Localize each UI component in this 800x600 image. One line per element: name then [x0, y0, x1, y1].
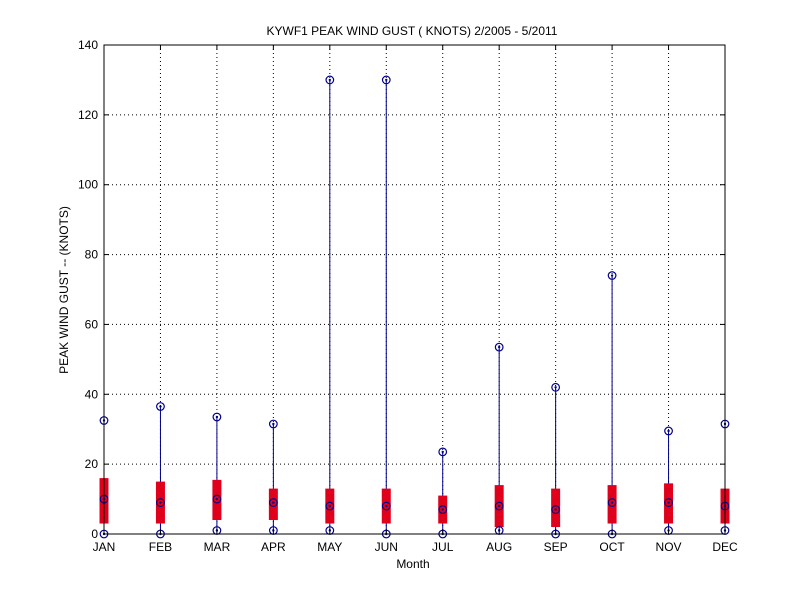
box-jun: [381, 75, 391, 539]
max-marker-dot: [497, 345, 501, 349]
iqr-box: [607, 485, 617, 524]
iqr-box: [551, 488, 561, 528]
max-marker: [325, 75, 335, 85]
median-marker: [325, 501, 335, 511]
median-marker-dot: [610, 501, 614, 504]
iqr-box: [268, 488, 278, 521]
box-feb: [155, 402, 165, 539]
median-marker: [212, 494, 222, 504]
y-tick-label: 140: [78, 38, 98, 52]
box-sep: [551, 382, 561, 539]
median-marker: [381, 501, 391, 511]
median-marker-dot: [667, 501, 670, 504]
median-marker-dot: [328, 504, 332, 508]
y-tick-label: 60: [85, 317, 99, 331]
max-marker-dot: [667, 429, 670, 433]
median-marker-dot: [385, 504, 388, 508]
x-tick-label: AUG: [486, 540, 512, 554]
max-marker: [494, 342, 504, 352]
median-marker-dot: [554, 508, 557, 511]
box-nov: [664, 426, 674, 535]
box-marks: [99, 75, 730, 539]
plot-frame: [103, 44, 726, 535]
median-marker-dot: [497, 504, 501, 508]
x-tick-label: FEB: [149, 540, 172, 554]
y-axis-label: PEAK WIND GUST -- (KNOTS): [57, 206, 71, 374]
median-marker-dot: [272, 501, 275, 504]
median-marker: [438, 505, 448, 514]
max-marker-dot: [610, 274, 614, 277]
median-marker: [607, 498, 617, 507]
max-marker-dot: [272, 422, 275, 426]
median-marker: [156, 498, 165, 507]
box-mar: [212, 412, 222, 535]
median-marker: [551, 505, 561, 514]
median-marker-dot: [215, 497, 219, 501]
x-tick-label: SEP: [544, 540, 568, 554]
median-marker-dot: [159, 501, 162, 504]
box-jul: [438, 447, 448, 539]
max-marker: [381, 75, 391, 85]
x-tick-label: OCT: [599, 540, 625, 554]
grid: [104, 45, 725, 534]
chart-title: KYWF1 PEAK WIND GUST ( KNOTS) 2/2005 - 5…: [267, 24, 558, 38]
max-marker: [607, 271, 617, 280]
max-marker: [438, 447, 448, 457]
x-tick-label: NOV: [656, 540, 682, 554]
max-marker: [551, 382, 561, 392]
y-tick-label: 20: [85, 457, 99, 471]
x-tick-label: JUL: [432, 540, 454, 554]
median-marker: [664, 498, 673, 507]
y-tick-label: 40: [85, 387, 99, 401]
box-may: [325, 75, 335, 535]
y-tick-label: 120: [78, 108, 98, 122]
max-marker: [212, 412, 222, 422]
box-aug: [494, 342, 504, 535]
max-marker: [664, 426, 673, 436]
max-marker: [156, 402, 165, 411]
max-marker: [268, 419, 278, 429]
x-tick-label: APR: [261, 540, 286, 554]
x-tick-label: JAN: [93, 540, 116, 554]
box-oct: [607, 271, 617, 539]
median-marker: [268, 498, 278, 507]
x-tick-label: MAY: [317, 540, 342, 554]
x-axis: JAN FEB MAR APR MAY JUN JUL AUG SEP OCT NOV DEC: [93, 45, 738, 554]
median-marker: [494, 501, 504, 511]
max-marker-dot: [441, 450, 444, 454]
box-apr: [268, 419, 278, 535]
max-marker-dot: [385, 78, 388, 82]
x-axis-label: Month: [396, 557, 429, 571]
median-marker-dot: [441, 508, 444, 511]
max-marker-dot: [554, 386, 557, 389]
x-tick-label: MAR: [204, 540, 231, 554]
y-tick-label: 80: [85, 248, 99, 262]
x-tick-label: JUN: [375, 540, 398, 554]
y-tick-label: 0: [91, 527, 98, 541]
x-tick-label: DEC: [712, 540, 738, 554]
y-tick-label: 100: [78, 178, 98, 192]
max-marker-dot: [328, 78, 332, 82]
max-marker-dot: [215, 415, 219, 419]
max-marker-dot: [159, 405, 162, 408]
y-axis: 0 20 40 60 80 100 120 140: [78, 38, 725, 541]
